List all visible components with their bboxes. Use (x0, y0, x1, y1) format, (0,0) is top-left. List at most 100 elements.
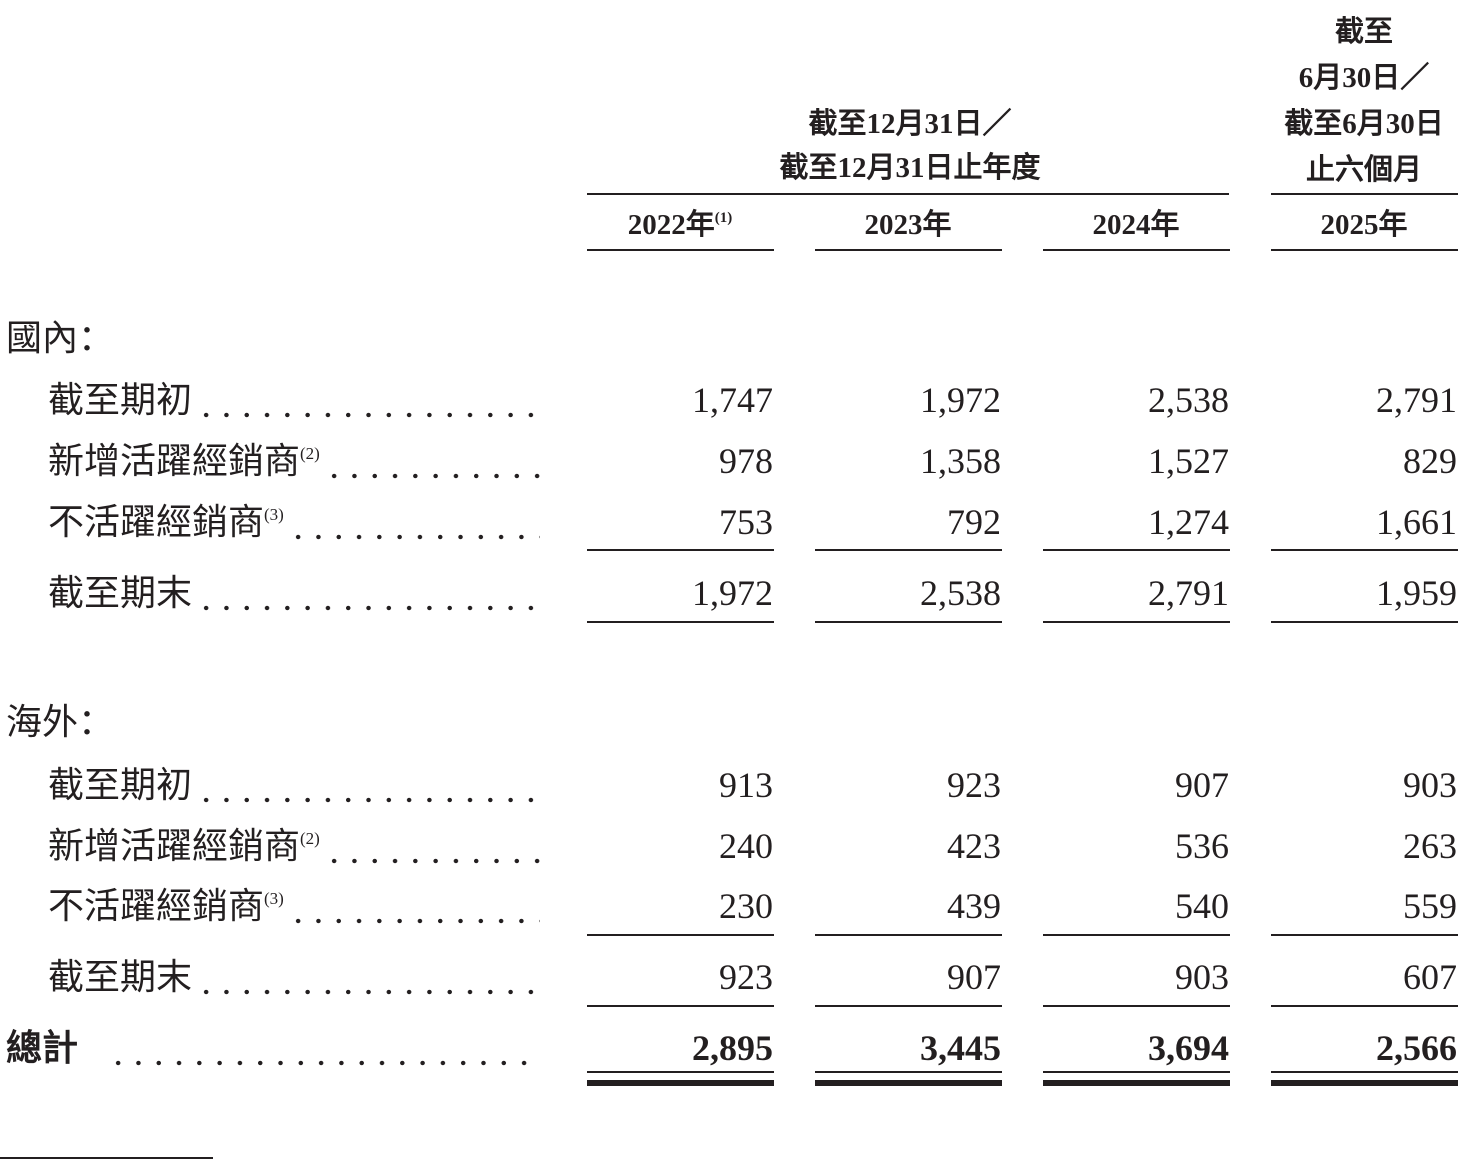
subtotal-rule (1271, 934, 1458, 936)
cell-value: 439 (947, 886, 1001, 926)
cell-value: 1,274 (1148, 502, 1229, 542)
column-header-year: 2025年 (1271, 203, 1457, 247)
cell-value: 903 (1175, 957, 1229, 997)
dot-leader (196, 952, 540, 1002)
footnote-ref: (2) (300, 444, 320, 463)
header-rule (587, 193, 1229, 195)
dot-leader (287, 497, 540, 547)
dot-leader (323, 436, 540, 486)
subtotal-rule (587, 621, 774, 623)
cell-value: 1,661 (1376, 502, 1457, 542)
dot-leader (196, 760, 540, 810)
header-period-interim: 6月30日／ (1298, 62, 1430, 94)
header-period-interim: 止六個月 (1305, 154, 1422, 186)
subtotal-rule (587, 1005, 774, 1007)
column-header-rule (815, 249, 1002, 251)
header-period-annual: 截至12月31日止年度 (779, 152, 1041, 184)
cell-value: 240 (719, 826, 773, 866)
year-label: 2023年 (864, 209, 952, 241)
cell-value: 903 (1403, 765, 1457, 805)
cell-value: 907 (947, 957, 1001, 997)
cell-value: 230 (719, 886, 773, 926)
subtotal-rule (815, 621, 1002, 623)
dot-leader (196, 568, 540, 618)
dot-leader (323, 821, 540, 871)
subtotal-rule (587, 549, 774, 551)
cell-value: 1,358 (920, 441, 1001, 481)
row-label-text: 不活躍經銷商 (48, 886, 265, 926)
subtotal-rule (1043, 1005, 1230, 1007)
total-rule-thin (1043, 1071, 1230, 1073)
cell-value: 607 (1403, 957, 1457, 997)
footnote-separator (0, 1157, 213, 1159)
cell-value: 1,972 (920, 380, 1001, 420)
row-label: 截至期末 (48, 568, 192, 618)
cell-value: 423 (947, 826, 1001, 866)
column-header-year: 2024年 (1043, 203, 1229, 247)
subtotal-rule (815, 549, 1002, 551)
header-period-annual: 截至12月31日／ (808, 108, 1012, 140)
column-header-rule (1043, 249, 1230, 251)
cell-value: 2,791 (1148, 573, 1229, 613)
total-rule-thin (1271, 1071, 1458, 1073)
total-rule-thick (815, 1080, 1002, 1086)
header-period-interim: 截至 (1334, 16, 1393, 48)
cell-value: 923 (947, 765, 1001, 805)
subtotal-rule (587, 934, 774, 936)
row-label: 不活躍經銷商(3) (48, 881, 284, 931)
total-value: 3,694 (1148, 1028, 1229, 1068)
cell-value: 263 (1403, 826, 1457, 866)
row-label-text: 新增活躍經銷商 (48, 826, 301, 866)
subtotal-rule (1043, 621, 1230, 623)
section-title: 海外： (6, 702, 115, 742)
row-label: 不活躍經銷商(3) (48, 497, 284, 547)
total-rule-thin (815, 1071, 1002, 1073)
subtotal-rule (1043, 549, 1230, 551)
cell-value: 792 (947, 502, 1001, 542)
total-value: 2,895 (692, 1028, 773, 1068)
cell-value: 753 (719, 502, 773, 542)
column-header-year: 2023年 (815, 203, 1001, 247)
total-rule-thick (1043, 1080, 1230, 1086)
cell-value: 1,972 (692, 573, 773, 613)
header-rule (1271, 193, 1458, 195)
total-value: 2,566 (1376, 1028, 1457, 1068)
cell-value: 2,538 (1148, 380, 1229, 420)
total-rule-thin (587, 1071, 774, 1073)
cell-value: 978 (719, 441, 773, 481)
cell-value: 2,538 (920, 573, 1001, 613)
cell-value: 559 (1403, 886, 1457, 926)
section-title: 國內： (6, 318, 115, 358)
total-rule-thick (1271, 1080, 1458, 1086)
row-label: 截至期初 (48, 760, 192, 810)
row-label: 截至期初 (48, 375, 192, 425)
row-label: 新增活躍經銷商(2) (48, 436, 320, 486)
subtotal-rule (1271, 1005, 1458, 1007)
dot-leader (287, 881, 540, 931)
cell-value: 2,791 (1376, 380, 1457, 420)
row-label: 新增活躍經銷商(2) (48, 821, 320, 871)
cell-value: 1,747 (692, 380, 773, 420)
row-label-text: 截至期初 (48, 765, 193, 805)
total-value: 3,445 (920, 1028, 1001, 1068)
cell-value: 1,959 (1376, 573, 1457, 613)
total-label: 總計 (6, 1028, 79, 1068)
dot-leader (108, 1023, 540, 1073)
subtotal-rule (1271, 621, 1458, 623)
column-header-year: 2022年(1) (587, 203, 773, 247)
cell-value: 1,527 (1148, 441, 1229, 481)
footnote-ref: (2) (300, 829, 320, 848)
total-rule-thick (587, 1080, 774, 1086)
row-label: 截至期末 (48, 952, 192, 1002)
cell-value: 540 (1175, 886, 1229, 926)
subtotal-rule (1271, 549, 1458, 551)
subtotal-rule (1043, 934, 1230, 936)
cell-value: 829 (1403, 441, 1457, 481)
row-label-text: 截至期初 (48, 380, 193, 420)
cell-value: 536 (1175, 826, 1229, 866)
footnote-ref: (1) (714, 210, 733, 226)
row-label-text: 截至期末 (48, 957, 193, 997)
subtotal-rule (815, 934, 1002, 936)
cell-value: 923 (719, 957, 773, 997)
header-period-interim: 截至6月30日 (1284, 108, 1444, 140)
